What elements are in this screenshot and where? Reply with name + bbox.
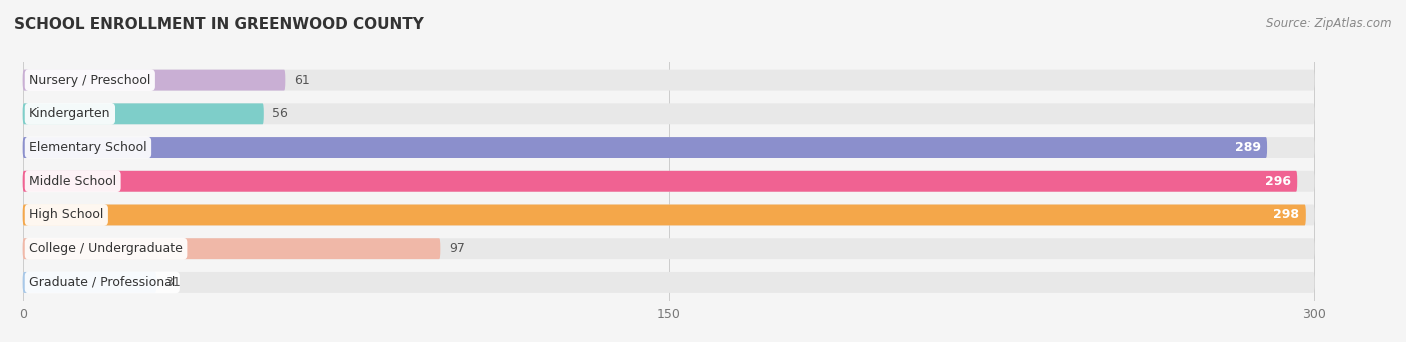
Text: 61: 61 [294, 74, 309, 87]
Text: College / Undergraduate: College / Undergraduate [30, 242, 183, 255]
Text: Kindergarten: Kindergarten [30, 107, 111, 120]
Text: High School: High School [30, 209, 104, 222]
Text: Elementary School: Elementary School [30, 141, 146, 154]
FancyBboxPatch shape [22, 171, 1315, 192]
Text: 97: 97 [449, 242, 465, 255]
Text: Middle School: Middle School [30, 175, 117, 188]
FancyBboxPatch shape [22, 70, 1315, 91]
Text: 298: 298 [1274, 209, 1299, 222]
Text: 289: 289 [1234, 141, 1261, 154]
FancyBboxPatch shape [22, 171, 1298, 192]
FancyBboxPatch shape [22, 238, 1315, 259]
FancyBboxPatch shape [22, 103, 264, 124]
Text: Source: ZipAtlas.com: Source: ZipAtlas.com [1267, 17, 1392, 30]
FancyBboxPatch shape [22, 70, 285, 91]
FancyBboxPatch shape [22, 137, 1267, 158]
FancyBboxPatch shape [22, 272, 1315, 293]
FancyBboxPatch shape [22, 205, 1306, 225]
FancyBboxPatch shape [22, 205, 1315, 225]
FancyBboxPatch shape [22, 238, 440, 259]
Text: Nursery / Preschool: Nursery / Preschool [30, 74, 150, 87]
Text: 296: 296 [1265, 175, 1291, 188]
FancyBboxPatch shape [22, 137, 1315, 158]
Text: SCHOOL ENROLLMENT IN GREENWOOD COUNTY: SCHOOL ENROLLMENT IN GREENWOOD COUNTY [14, 17, 425, 32]
FancyBboxPatch shape [22, 103, 1315, 124]
Text: 31: 31 [165, 276, 180, 289]
Text: 56: 56 [273, 107, 288, 120]
Text: Graduate / Professional: Graduate / Professional [30, 276, 176, 289]
FancyBboxPatch shape [22, 272, 156, 293]
